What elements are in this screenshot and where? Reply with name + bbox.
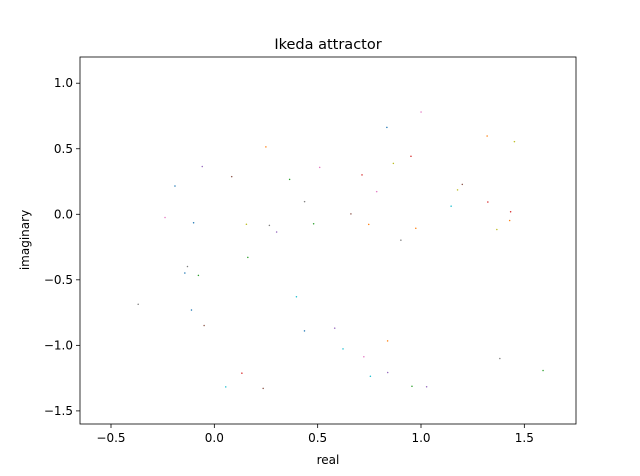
scatter-point bbox=[509, 210, 512, 213]
scatter-point bbox=[456, 189, 459, 191]
chart-title: Ikeda attractor bbox=[274, 37, 381, 53]
x-tick-label: 0.5 bbox=[308, 431, 327, 445]
scatter-point bbox=[186, 265, 189, 268]
scatter-point bbox=[363, 355, 365, 358]
x-axis-label: real bbox=[317, 453, 340, 467]
scatter-points bbox=[137, 111, 544, 390]
scatter-point bbox=[369, 375, 372, 377]
scatter-point bbox=[361, 174, 363, 176]
scatter-point bbox=[262, 387, 264, 390]
scatter-point bbox=[184, 272, 186, 274]
scatter-point bbox=[197, 274, 200, 277]
scatter-point bbox=[400, 239, 402, 241]
scatter-point bbox=[225, 386, 227, 388]
scatter-point bbox=[487, 201, 489, 203]
scatter-point bbox=[350, 213, 352, 215]
plot-area bbox=[80, 57, 576, 424]
x-tick-label: −0.5 bbox=[96, 431, 125, 445]
scatter-point bbox=[247, 256, 249, 259]
scatter-point bbox=[265, 146, 267, 148]
scatter-point bbox=[513, 140, 516, 143]
scatter-point bbox=[203, 324, 205, 327]
y-tick-label: 1.0 bbox=[54, 76, 73, 90]
scatter-point bbox=[386, 371, 389, 374]
scatter-point bbox=[420, 111, 422, 113]
scatter-point bbox=[367, 223, 370, 226]
scatter-point bbox=[275, 231, 278, 233]
scatter-point bbox=[499, 357, 501, 360]
scatter-point bbox=[542, 369, 544, 372]
scatter-point bbox=[230, 175, 233, 178]
scatter-point bbox=[268, 224, 271, 227]
scatter-point bbox=[174, 185, 176, 187]
scatter-point bbox=[190, 309, 193, 311]
scatter-point bbox=[333, 327, 336, 329]
scatter-point bbox=[461, 183, 464, 186]
x-tick-label: 1.5 bbox=[515, 431, 534, 445]
scatter-point bbox=[508, 219, 511, 222]
scatter-point bbox=[201, 165, 203, 168]
y-tick-label: −0.5 bbox=[44, 273, 73, 287]
x-axis-ticks: −0.5 0.0 0.5 1.0 1.5 bbox=[96, 424, 534, 445]
scatter-point bbox=[375, 190, 378, 193]
scatter-point bbox=[241, 372, 243, 374]
y-tick-label: −1.0 bbox=[44, 338, 73, 352]
y-axis-label: imaginary bbox=[18, 210, 32, 270]
scatter-point bbox=[192, 221, 195, 224]
scatter-point bbox=[496, 228, 498, 231]
scatter-point bbox=[392, 162, 395, 165]
y-tick-label: 0.0 bbox=[54, 207, 73, 221]
y-tick-label: 0.5 bbox=[54, 142, 73, 156]
scatter-point bbox=[415, 227, 417, 229]
scatter-point bbox=[245, 223, 248, 225]
x-tick-label: 1.0 bbox=[411, 431, 430, 445]
y-tick-label: −1.5 bbox=[44, 404, 73, 418]
y-axis-ticks: −1.5 −1.0 −0.5 0.0 0.5 1.0 bbox=[44, 76, 80, 418]
plot-frame bbox=[79, 56, 577, 425]
scatter-point bbox=[303, 330, 306, 332]
scatter-point bbox=[318, 166, 321, 169]
scatter-point bbox=[386, 340, 389, 342]
x-tick-label: 0.0 bbox=[205, 431, 224, 445]
scatter-point bbox=[411, 385, 413, 387]
scatter-point bbox=[450, 205, 452, 207]
scatter-point bbox=[386, 126, 388, 129]
scatter-point bbox=[137, 303, 139, 306]
scatter-point bbox=[295, 296, 298, 298]
scatter-point bbox=[312, 222, 315, 225]
scatter-point bbox=[425, 386, 428, 388]
scatter-point bbox=[164, 216, 166, 219]
scatter-point bbox=[288, 178, 291, 181]
scatter-point bbox=[342, 348, 344, 350]
scatter-point bbox=[486, 135, 488, 137]
scatter-point bbox=[303, 200, 306, 203]
scatter-point bbox=[410, 155, 412, 157]
